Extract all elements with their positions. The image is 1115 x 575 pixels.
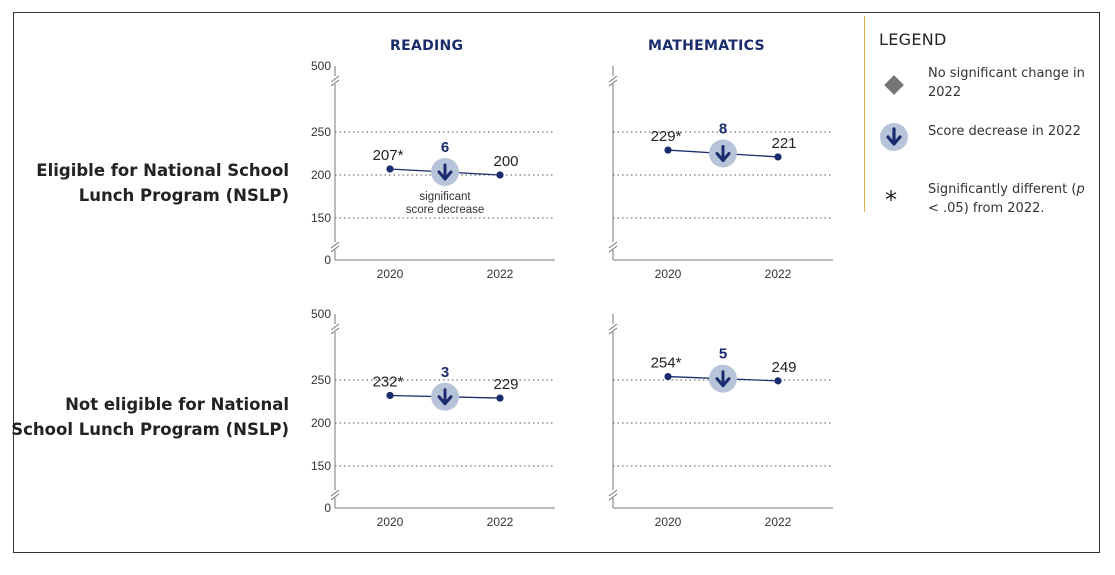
change-value: 6 [441,139,449,156]
y-tick-label: 0 [324,501,331,515]
chart-panel-4: 2020 2022 254* 249 5 [608,314,833,529]
legend-text-significant-p: p [1076,182,1085,197]
row-label-eligible: Eligible for National School Lunch Progr… [36,161,289,205]
y-tick-label: 200 [311,416,331,430]
data-point [386,391,394,400]
axis-break-top-a [608,75,618,83]
row-label-not-eligible: Not eligible for National School Lunch P… [11,395,289,439]
data-label: 229 [493,376,518,393]
data-point [386,165,394,173]
column-title-reading: READING [390,38,464,54]
change-value: 3 [441,364,449,381]
axis-break-top-a [330,323,340,331]
data-label: 254* [651,355,682,372]
y-tick-label: 150 [311,459,331,473]
score-decrease-arrow-icon [880,123,908,151]
x-tick-label: 2020 [377,515,404,529]
axis-break-bottom-b [330,245,340,253]
data-point [774,153,782,161]
x-tick-label: 2020 [655,267,682,281]
chart-panel-3: 0 150 200 250 500 2020 2022 232* 229 3 [311,307,555,529]
axis-break-top-b [608,79,618,87]
x-tick-label: 2022 [487,515,514,529]
axis-break-bottom-a [330,241,340,249]
change-value: 8 [719,121,727,138]
gray-diamond-icon [884,75,904,95]
axis-break-top-b [330,79,340,87]
data-point [496,171,504,179]
down-arrow-head-icon [437,395,453,406]
data-point [496,394,504,402]
annotation-note: score decrease [406,204,485,216]
x-tick-label: 2022 [487,267,514,281]
chart-panel-1: 0 150 200 250 500 2020 2022 207* 200 6 significant… [311,59,555,281]
y-tick-label: 250 [311,125,331,139]
axis-break-bottom-a [608,489,618,497]
legend: LEGEND No significant change in 2022 Sco… [864,16,1095,216]
data-point [664,146,672,154]
axis-break-top-b [330,327,340,335]
down-arrow-head-icon [437,170,453,181]
data-label: 207* [373,147,404,164]
legend-title: LEGEND [879,30,947,49]
y-tick-label: 200 [311,168,331,182]
data-label: 249 [771,359,796,376]
axis-break-bottom-a [330,489,340,497]
data-point [664,372,672,381]
axis-break-bottom-b [608,245,618,253]
change-value: 5 [719,346,727,363]
chart-panel-2: 2020 2022 229* 221 8 [608,66,833,281]
column-title-mathematics: MATHEMATICS [648,38,765,54]
annotation-note: significant [419,191,471,203]
axis-break-bottom-b [608,493,618,501]
data-label: 229* [651,128,682,145]
axis-break-bottom-b [330,493,340,501]
y-tick-label: 150 [311,211,331,225]
legend-text-significant: Significantly different (p < .05) from 2… [928,180,1098,218]
axis-break-top-a [330,75,340,83]
data-label: 200 [493,153,518,170]
y-tick-label: 0 [324,253,331,267]
x-tick-label: 2020 [655,515,682,529]
legend-text-significant-part1: Significantly different ( [928,182,1077,197]
x-tick-label: 2022 [765,267,792,281]
axis-break-top-a [608,323,618,331]
y-tick-label: 250 [311,373,331,387]
down-arrow-head-icon [715,152,731,162]
legend-text-decrease: Score decrease in 2022 [928,124,1081,139]
asterisk-icon: * [885,186,897,214]
data-point [774,377,782,385]
data-label: 232* [373,373,404,390]
data-label: 221 [771,135,796,152]
legend-text-significant-part2: < .05) from 2022. [928,201,1045,216]
legend-text-no-change: No significant change in 2022 [928,66,1085,100]
x-tick-label: 2022 [765,515,792,529]
y-tick-label: 500 [311,59,331,73]
y-tick-label: 500 [311,307,331,321]
axis-break-top-b [608,327,618,335]
axis-break-bottom-a [608,241,618,249]
down-arrow-head-icon [715,377,731,388]
x-tick-label: 2020 [377,267,404,281]
figure-frame [13,12,1100,553]
